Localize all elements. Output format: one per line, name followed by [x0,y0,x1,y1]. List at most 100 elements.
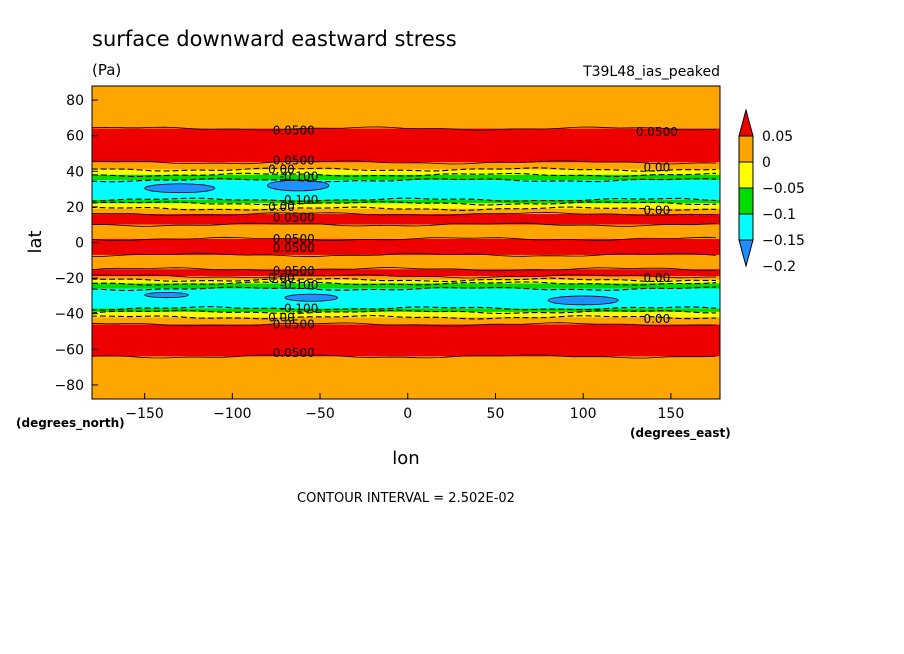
contour-label-4: 0.00 [643,161,670,175]
contour-band-21 [92,324,720,357]
contour-label-10: 0.0500 [273,232,315,246]
colorbar-label-4: 0 [762,155,771,171]
contour-label-15: -0.100 [280,278,319,292]
contour-band-10 [92,224,720,239]
contour-lines [92,126,717,359]
contour-label-8: 0.0500 [273,211,315,225]
y-tick-label-4: 0 [75,236,84,252]
contour-band-17 [92,288,720,309]
contour-line-16 [92,281,717,286]
contour-band-13 [92,269,720,277]
contour-band-12 [92,254,720,270]
x-axis-label: lon [392,448,419,469]
y-tick-label-7: −60 [54,342,84,358]
contour-band-11 [92,238,720,255]
x-tick-label-3: 0 [403,406,412,422]
contour-line-14 [92,274,717,279]
contour-band-22 [92,356,720,399]
contour-label-5: -0.100 [280,170,319,184]
contour-line-9 [92,211,717,217]
colorbar: −0.2 −0.15 −0.1 −0.05 0 0.05 [738,108,805,275]
contour-label-16: -0.100 [280,301,319,315]
x-tick-label-0: −150 [125,406,163,422]
contour-band-0 [92,86,720,129]
x-units-label: (degrees_east) [630,426,731,441]
contour-line-18 [92,306,717,311]
colorbar-label-3: −0.05 [762,181,805,197]
contour-label-18: 0.00 [643,312,670,326]
colorbar-swatch-1 [738,213,754,241]
contour-label-14: 0.00 [643,271,670,285]
contour-fill-bands [92,86,720,399]
contour-label-0: 0.0500 [273,123,315,137]
colorbar-swatch-5 [738,108,754,137]
x-tick-label-2: −50 [305,406,335,422]
contour-band-9 [92,214,720,225]
contour-interval-text: CONTOUR INTERVAL = 2.502E-02 [297,491,515,506]
y-axis: 80 60 40 20 0 −20 −40 −60 −80 [54,93,98,394]
colorbar-swatch-3 [738,161,754,189]
contour-label-12: 0.0500 [273,264,315,278]
contour-line-7 [92,201,717,206]
colorbar-swatch-0 [738,239,754,268]
contour-line-20 [92,315,717,320]
contour-band-2 [92,162,720,170]
contour-label-1: 0.0500 [636,125,678,139]
contour-line-3 [92,167,717,172]
y-axis-label: lat [25,230,46,253]
contour-label-9: 0.00 [643,203,670,217]
contour-line-8 [92,206,717,211]
contour-band-8 [92,208,720,215]
x-axis: −150 −100 −50 0 50 100 150 [125,393,684,422]
contour-band-16 [92,283,720,289]
contour-band-4 [92,174,720,181]
contour-label-6: -0.100 [280,193,319,207]
x-tick-label-4: 50 [487,406,505,422]
y-units-label: (degrees_north) [16,416,125,431]
units-label: (Pa) [92,61,121,79]
contour-line-13 [92,267,717,272]
run-label: T39L48_ias_peaked [582,64,720,80]
y-tick-label-5: −20 [54,271,84,287]
minimum-patch-4 [547,295,619,306]
contour-line-11 [92,236,717,242]
contour-band-15 [92,279,720,284]
contour-band-14 [92,276,720,280]
contour-label-17: 0.00 [268,310,295,324]
y-tick-label-1: 60 [66,129,84,145]
contour-band-3 [92,169,720,175]
minimum-patch-0 [144,183,216,194]
x-tick-label-1: −100 [213,406,251,422]
contour-band-6 [92,199,720,204]
y-tick-label-3: 20 [66,200,84,216]
contour-label-11: 0.0500 [273,241,315,255]
contour-line-10 [92,222,717,227]
contour-band-1 [92,128,720,163]
contour-line-12 [92,252,717,258]
contour-line-15 [92,277,717,283]
colorbar-swatch-4 [738,135,754,163]
contour-label-13: 0.00 [268,271,295,285]
contour-line-2 [92,160,717,165]
y-tick-label-8: −80 [54,378,84,394]
minimum-patch-3 [284,293,338,302]
contour-band-19 [92,311,720,318]
contour-line-1 [92,126,717,131]
colorbar-swatch-2 [738,187,754,215]
minimum-patch-2 [144,291,189,299]
minimum-patches [144,179,619,306]
contour-line-5 [92,178,717,183]
x-tick-label-5: 100 [570,406,597,422]
contour-line-17 [92,286,717,292]
y-tick-label-6: −40 [54,307,84,323]
colorbar-label-1: −0.15 [762,233,805,249]
y-tick-label-2: 40 [66,164,84,180]
contour-band-5 [92,180,720,200]
chart-title: surface downward eastward stress [92,27,457,51]
y-tick-label-0: 80 [66,93,84,109]
contour-band-7 [92,203,720,209]
contour-line-21 [92,322,717,327]
x-tick-label-6: 150 [658,406,685,422]
